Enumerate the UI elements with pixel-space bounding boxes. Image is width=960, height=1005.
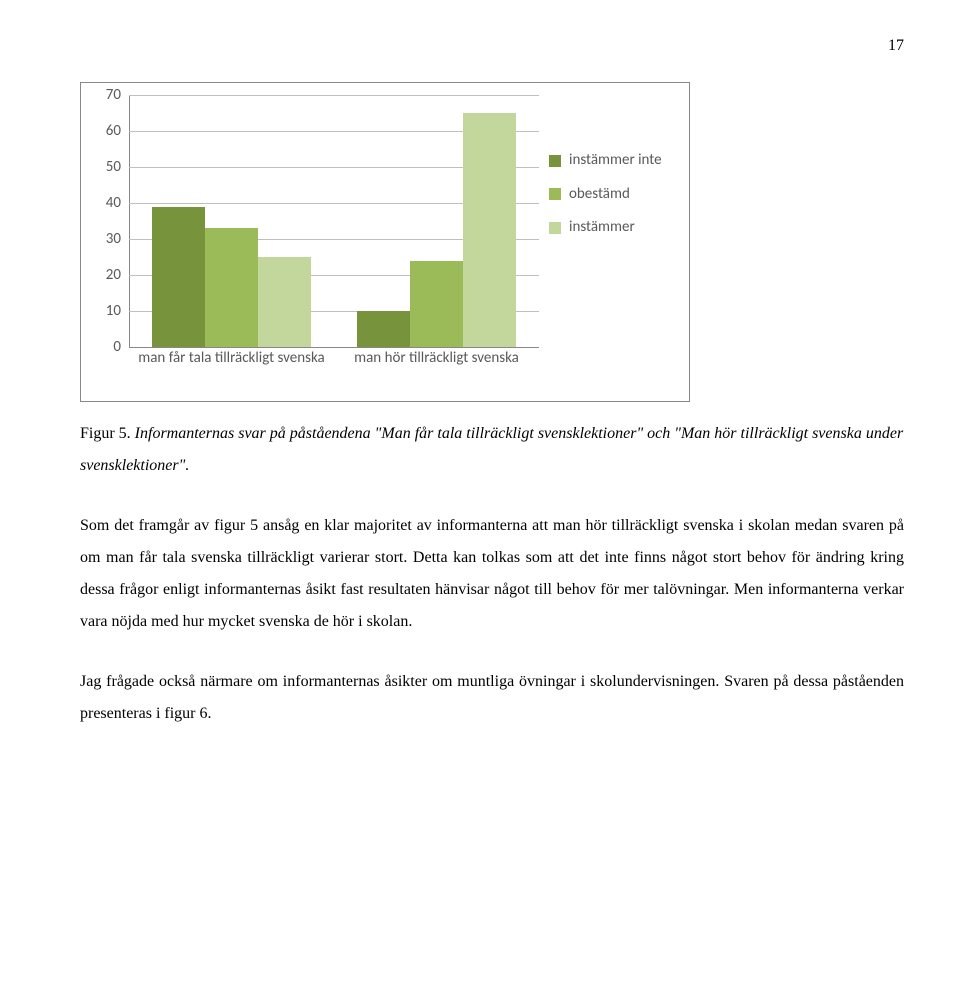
legend-label: obestämd: [569, 185, 630, 205]
figure-caption: Figur 5. Informanternas svar på påståend…: [80, 418, 904, 482]
y-tick-label: 50: [106, 152, 121, 182]
y-tick-label: 40: [106, 188, 121, 218]
y-tick-label: 70: [106, 80, 121, 110]
figure-label: Figur 5.: [80, 425, 131, 442]
x-axis-labels: man får tala tillräckligt svenskaman hör…: [129, 349, 539, 368]
y-tick-label: 10: [106, 296, 121, 326]
legend-item: instämmer: [549, 218, 662, 238]
bar: [205, 228, 258, 347]
chart-legend: instämmer inte obestämd instämmer: [549, 151, 662, 252]
bar: [357, 311, 410, 347]
body-paragraph: Jag frågade också närmare om informanter…: [80, 666, 904, 730]
figure-caption-text: Informanternas svar på påståendena "Man …: [80, 425, 903, 474]
bar: [258, 257, 311, 347]
y-tick-label: 0: [113, 332, 121, 362]
x-tick-label: man får tala tillräckligt svenska: [129, 349, 334, 368]
bar: [152, 207, 205, 347]
y-axis-line: [129, 95, 130, 347]
bar: [463, 113, 516, 347]
legend-swatch: [549, 155, 561, 167]
legend-item: obestämd: [549, 185, 662, 205]
legend-swatch: [549, 222, 561, 234]
y-tick-label: 60: [106, 116, 121, 146]
gridline: [129, 95, 539, 96]
body-paragraph: Som det framgår av figur 5 ansåg en klar…: [80, 510, 904, 638]
legend-label: instämmer: [569, 218, 635, 238]
y-tick-label: 30: [106, 224, 121, 254]
legend-swatch: [549, 188, 561, 200]
bar: [410, 261, 463, 347]
x-tick-label: man hör tillräckligt svenska: [334, 349, 539, 368]
legend-item: instämmer inte: [549, 151, 662, 171]
bar-chart: 010203040506070 man får tala tillräcklig…: [80, 82, 690, 402]
page-number: 17: [80, 30, 904, 62]
gridline: [129, 347, 539, 348]
y-tick-label: 20: [106, 260, 121, 290]
plot-area: 010203040506070: [129, 95, 539, 347]
legend-label: instämmer inte: [569, 151, 662, 171]
